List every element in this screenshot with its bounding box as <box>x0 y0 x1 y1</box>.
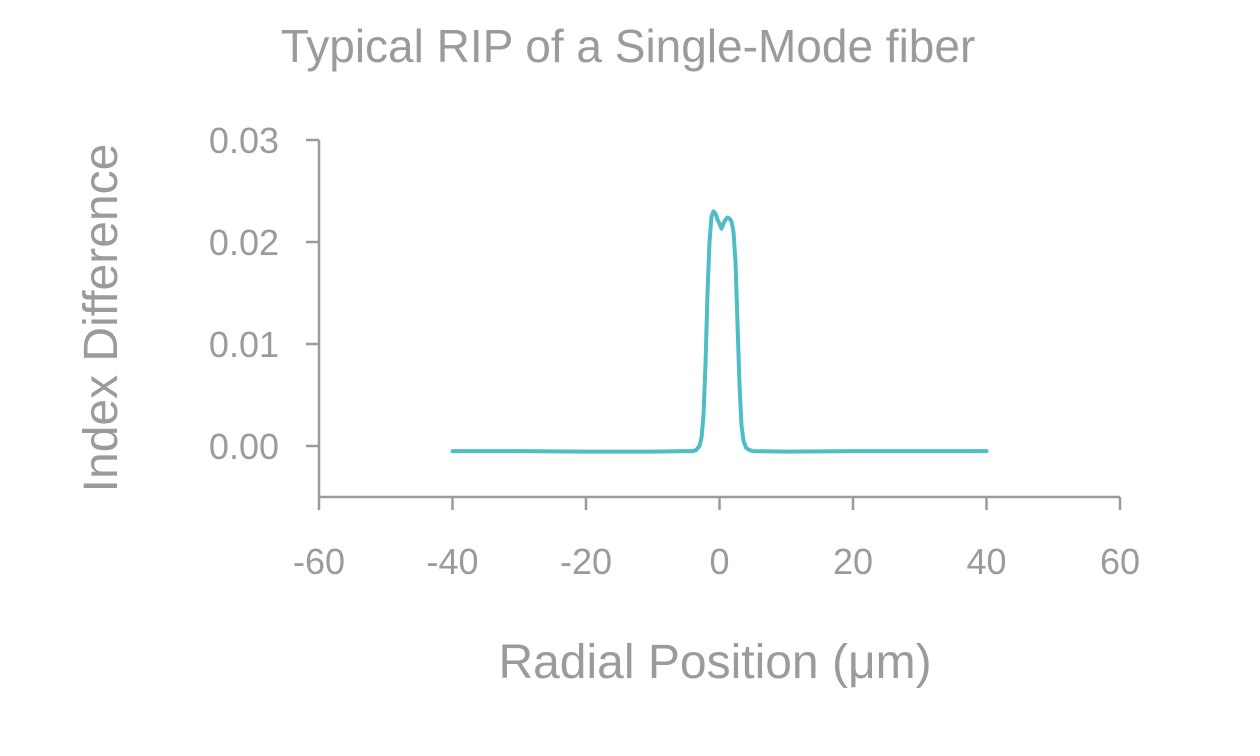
y-axis-label: Index Difference <box>75 144 128 493</box>
x-tick-label: 20 <box>833 541 873 582</box>
y-ticks: 0.00 0.01 0.02 0.03 <box>209 120 319 467</box>
x-tick-label: -20 <box>560 541 612 582</box>
x-tick-label: 40 <box>966 541 1006 582</box>
x-tick-label: 60 <box>1100 541 1140 582</box>
y-tick-label: 0.01 <box>209 324 279 365</box>
x-ticks: -60 -40 -20 0 20 40 60 <box>293 497 1140 582</box>
x-tick-label: -60 <box>293 541 345 582</box>
y-tick-label: 0.00 <box>209 426 279 467</box>
series-group <box>450 209 989 454</box>
x-tick-label: 0 <box>709 541 729 582</box>
y-tick-label: 0.03 <box>209 120 279 161</box>
y-tick-label: 0.02 <box>209 222 279 263</box>
series-line <box>450 209 989 454</box>
chart-title: Typical RIP of a Single-Mode fiber <box>281 20 976 72</box>
x-tick-label: -40 <box>426 541 478 582</box>
axes <box>317 140 1120 499</box>
x-axis-label: Radial Position (μm) <box>498 636 931 689</box>
